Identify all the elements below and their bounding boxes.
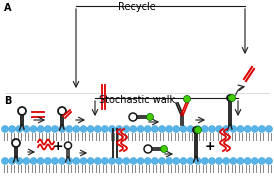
- Circle shape: [158, 157, 165, 164]
- Circle shape: [216, 125, 222, 132]
- Circle shape: [258, 125, 265, 132]
- Text: Recycle: Recycle: [118, 2, 156, 12]
- Circle shape: [137, 157, 144, 164]
- Circle shape: [237, 157, 244, 164]
- Circle shape: [30, 157, 37, 164]
- Circle shape: [223, 125, 230, 132]
- Circle shape: [237, 125, 244, 132]
- Circle shape: [87, 157, 94, 164]
- Circle shape: [266, 157, 273, 164]
- Circle shape: [66, 125, 73, 132]
- Text: Stochastic walk: Stochastic walk: [99, 95, 175, 105]
- Circle shape: [184, 95, 190, 102]
- Circle shape: [116, 157, 123, 164]
- Circle shape: [87, 125, 94, 132]
- Circle shape: [187, 125, 194, 132]
- Circle shape: [209, 157, 215, 164]
- Circle shape: [137, 125, 144, 132]
- Circle shape: [16, 157, 23, 164]
- Circle shape: [109, 125, 116, 132]
- Circle shape: [130, 125, 137, 132]
- Circle shape: [251, 125, 258, 132]
- Circle shape: [173, 157, 180, 164]
- Circle shape: [123, 125, 130, 132]
- Circle shape: [37, 157, 44, 164]
- Circle shape: [144, 157, 151, 164]
- Circle shape: [173, 125, 180, 132]
- Circle shape: [266, 125, 273, 132]
- Circle shape: [59, 157, 65, 164]
- Text: B: B: [4, 96, 12, 106]
- Circle shape: [80, 125, 87, 132]
- Circle shape: [158, 125, 165, 132]
- Circle shape: [151, 125, 158, 132]
- Circle shape: [195, 126, 201, 133]
- Circle shape: [230, 157, 237, 164]
- Circle shape: [59, 125, 65, 132]
- Circle shape: [44, 125, 51, 132]
- Circle shape: [73, 125, 80, 132]
- Circle shape: [37, 125, 44, 132]
- Circle shape: [116, 125, 123, 132]
- Circle shape: [216, 157, 222, 164]
- Circle shape: [180, 125, 187, 132]
- Circle shape: [52, 157, 58, 164]
- Circle shape: [23, 125, 30, 132]
- Circle shape: [151, 157, 158, 164]
- Circle shape: [258, 157, 265, 164]
- Circle shape: [201, 125, 208, 132]
- Circle shape: [16, 125, 23, 132]
- Circle shape: [147, 114, 153, 121]
- Circle shape: [101, 157, 109, 164]
- Circle shape: [229, 94, 235, 101]
- Circle shape: [161, 146, 167, 153]
- Circle shape: [187, 157, 194, 164]
- Circle shape: [80, 157, 87, 164]
- Circle shape: [44, 157, 51, 164]
- Circle shape: [194, 125, 201, 132]
- Circle shape: [201, 157, 208, 164]
- Circle shape: [9, 125, 16, 132]
- Text: +: +: [53, 140, 63, 153]
- Circle shape: [244, 157, 251, 164]
- Circle shape: [1, 157, 8, 164]
- Circle shape: [230, 125, 237, 132]
- Circle shape: [30, 125, 37, 132]
- Circle shape: [9, 157, 16, 164]
- Circle shape: [94, 157, 101, 164]
- Circle shape: [109, 157, 116, 164]
- Circle shape: [165, 157, 173, 164]
- Circle shape: [209, 125, 215, 132]
- Circle shape: [1, 125, 8, 132]
- Circle shape: [130, 157, 137, 164]
- Circle shape: [123, 157, 130, 164]
- Circle shape: [73, 157, 80, 164]
- Circle shape: [52, 125, 58, 132]
- Circle shape: [94, 125, 101, 132]
- Circle shape: [23, 157, 30, 164]
- Circle shape: [66, 157, 73, 164]
- Circle shape: [180, 157, 187, 164]
- Circle shape: [165, 125, 173, 132]
- Circle shape: [223, 157, 230, 164]
- Text: +: +: [205, 140, 215, 153]
- Circle shape: [101, 125, 109, 132]
- Circle shape: [144, 125, 151, 132]
- Text: A: A: [4, 3, 12, 13]
- Circle shape: [251, 157, 258, 164]
- Circle shape: [244, 125, 251, 132]
- Circle shape: [194, 157, 201, 164]
